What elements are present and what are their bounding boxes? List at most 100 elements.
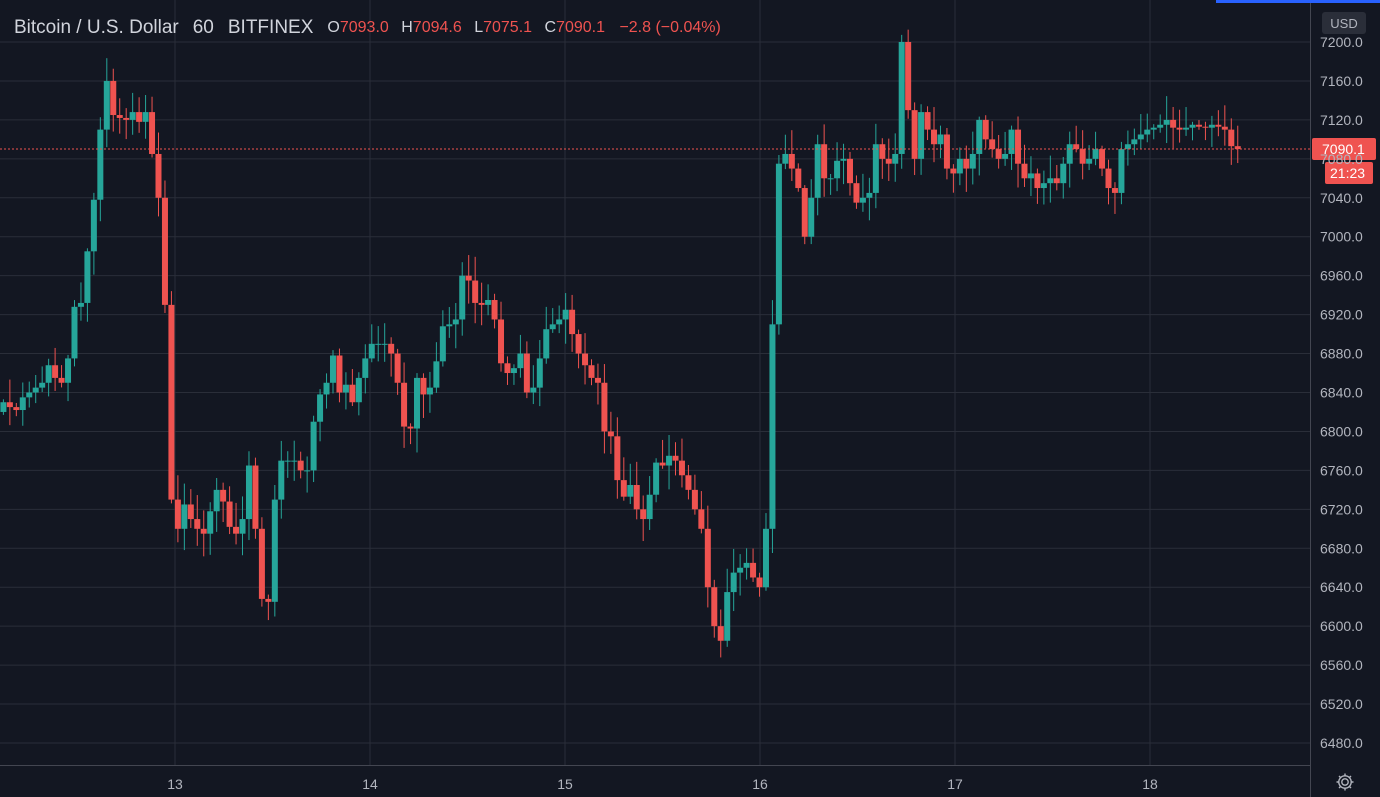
candle-body [90,199,97,252]
currency-scale-button[interactable]: USD [1322,12,1366,34]
y-tick-label: 6760.0 [1320,462,1363,478]
candle-body [678,460,685,476]
candle-body [1202,126,1209,128]
candle-body [433,361,440,388]
candle-body [905,42,912,111]
y-tick-label: 6680.0 [1320,540,1363,556]
candle-body [976,119,983,154]
candle-body [594,377,601,383]
candle-body [414,377,421,429]
candle-body [1144,129,1151,135]
candle-body [601,382,608,432]
candle-body [1170,119,1177,128]
gear-icon[interactable] [1333,770,1357,794]
candle-body [1221,126,1228,130]
candle-body [439,326,446,362]
candle-body [756,577,763,588]
candle-body [762,528,769,588]
candle-body [1163,119,1170,125]
candle-body [271,499,278,602]
x-tick-label: 18 [1142,776,1158,792]
x-tick-label: 14 [362,776,378,792]
candle-body [898,42,905,154]
candle-body [161,197,168,305]
candle-body [1027,173,1034,179]
candle-body [530,387,537,393]
y-tick-label: 6520.0 [1320,696,1363,712]
candle-body [543,329,550,359]
candle-body [336,355,343,393]
candle-body [239,519,246,534]
candle-body [52,365,59,378]
candle-body [1124,144,1131,150]
candle-body [821,144,828,179]
candle-body [498,319,505,364]
candle-body [924,112,931,130]
candle-body [58,377,65,383]
candle-body [103,80,110,130]
candle-body [782,153,789,164]
candle-body [39,382,46,388]
candle-body [640,509,647,520]
candle-body [911,110,918,159]
close-value: 7090.1 [556,19,605,36]
candle-body [801,188,808,237]
candle-body [1157,124,1164,128]
candle-body [872,144,879,193]
candle-body [588,365,595,378]
candle-body [549,324,556,330]
candle-body [717,626,724,641]
y-tick-label: 6880.0 [1320,346,1363,362]
y-tick-label: 7040.0 [1320,190,1363,206]
interval-label[interactable]: 60 [192,17,214,38]
candle-body [1092,149,1099,159]
y-tick-label: 6640.0 [1320,579,1363,595]
candle-body [859,197,866,203]
candle-body [1034,173,1041,189]
candle-body [401,382,408,427]
candle-body [1228,129,1235,147]
candle-body [1008,129,1015,154]
candle-body [614,436,621,481]
candle-body [814,144,821,198]
candle-body [504,363,511,374]
candle-body [1073,144,1080,150]
candle-body [284,460,291,462]
candle-body [1137,134,1144,140]
candle-body [1086,158,1093,164]
y-tick-label: 6800.0 [1320,423,1363,439]
y-tick-label: 6920.0 [1320,307,1363,323]
symbol-title[interactable]: Bitcoin / U.S. Dollar [14,17,179,38]
candle-body [168,304,175,500]
candle-body [278,460,285,500]
candle-body [459,275,466,320]
candle-body [1234,146,1241,150]
candle-body [465,275,472,281]
candle-body [291,460,298,462]
candle-body [220,489,227,502]
candle-body [136,112,143,122]
candle-body [1215,124,1222,127]
candle-body [963,158,970,169]
candle-body [491,300,498,320]
open-label: O [327,19,340,36]
low-value: 7075.1 [483,19,533,36]
candle-body [956,158,963,174]
candle-body [750,562,757,578]
change-value: −2.8 (−0.04%) [619,19,721,36]
candle-body [1118,149,1125,193]
candle-body [1066,144,1073,164]
candle-body [788,153,795,169]
candle-body [737,567,744,573]
candle-body [1060,163,1067,184]
last-price-line: 7090.1 21:23 [0,137,1376,184]
candle-body [394,353,401,383]
candle-body [931,129,938,145]
candle-body [187,504,194,520]
y-tick-label: 6560.0 [1320,657,1363,673]
y-tick-label: 7000.0 [1320,229,1363,245]
candle-body [1002,153,1009,159]
y-tick-label: 7120.0 [1320,112,1363,128]
candle-body [691,489,698,510]
